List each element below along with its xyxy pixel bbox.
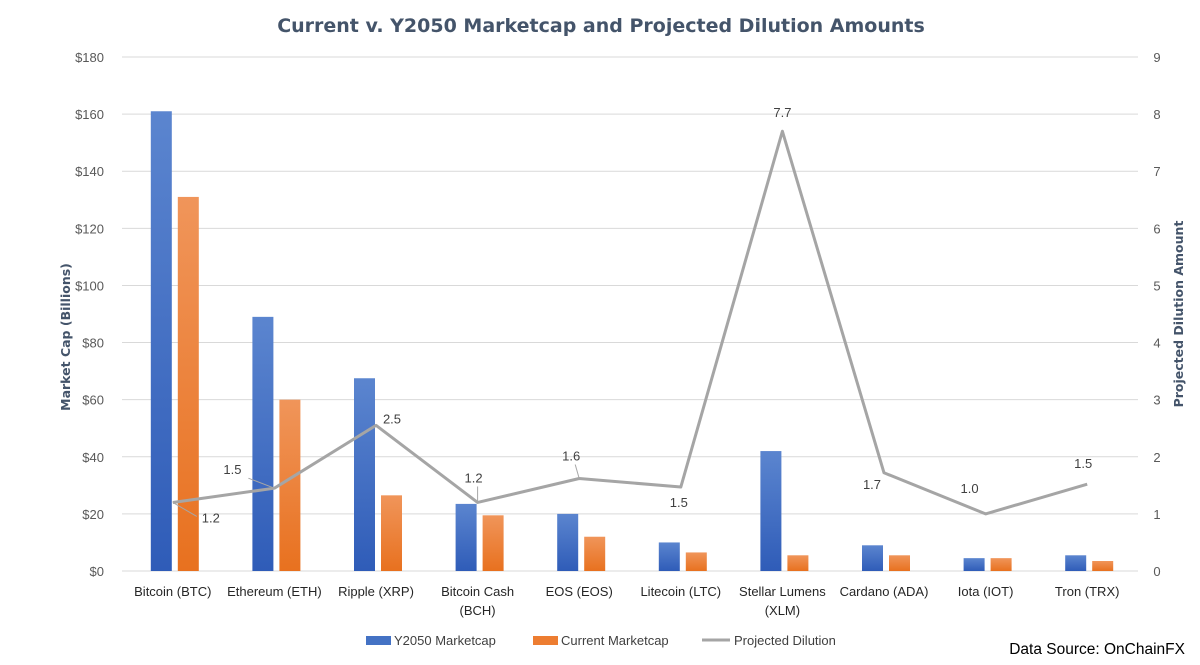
- data-label-leader: [574, 464, 580, 479]
- bar-current: [482, 515, 504, 571]
- legend: Y2050 Marketcap Current Marketcap Projec…: [366, 633, 836, 648]
- bar-y2050: [455, 503, 477, 571]
- category-label: (BCH): [460, 603, 496, 618]
- bar-y2050: [760, 451, 782, 571]
- legend-label-current: Current Marketcap: [561, 633, 669, 648]
- y2-tick-label: 6: [1153, 221, 1160, 236]
- bar-y2050: [862, 545, 883, 571]
- category-label: Bitcoin (BTC): [134, 584, 211, 599]
- bar-current: [889, 555, 910, 571]
- category-label: Ripple (XRP): [338, 584, 414, 599]
- bar-current: [279, 399, 301, 571]
- dilution-data-label: 1.5: [670, 495, 688, 510]
- category-label: Cardano (ADA): [840, 584, 929, 599]
- y2-tick-label: 1: [1153, 507, 1160, 522]
- dilution-data-label: 1.5: [223, 462, 241, 477]
- legend-swatch-current: [533, 636, 558, 645]
- legend-label-dilution: Projected Dilution: [734, 633, 836, 648]
- y-tick-label: $120: [75, 221, 104, 236]
- dilution-data-label: 2.5: [383, 411, 401, 426]
- dilution-line: [172, 129, 1088, 516]
- y-tick-label: $60: [82, 393, 104, 408]
- bar-current: [177, 196, 199, 571]
- category-label: Ethereum (ETH): [227, 584, 322, 599]
- category-label: Iota (IOT): [958, 584, 1014, 599]
- y2-tick-label: 7: [1153, 164, 1160, 179]
- y2-tick-label: 0: [1153, 564, 1160, 579]
- dilution-data-label: 1.6: [562, 448, 580, 463]
- y2-tick-label: 9: [1153, 50, 1160, 65]
- y2-tick-label: 2: [1153, 450, 1160, 465]
- gridlines: [122, 56, 1138, 572]
- y2-tick-label: 3: [1153, 393, 1160, 408]
- bar-current: [685, 552, 707, 571]
- y-tick-label: $180: [75, 50, 104, 65]
- y2-axis-title: Projected Dilution Amount: [1171, 221, 1186, 408]
- y-tick-label: $140: [75, 164, 104, 179]
- dilution-data-label: 1.2: [465, 470, 483, 485]
- bar-marks: [150, 111, 1114, 571]
- bar-y2050: [252, 316, 274, 571]
- bar-y2050: [557, 513, 579, 571]
- y-tick-label: $160: [75, 107, 104, 122]
- y-tick-label: $20: [82, 507, 104, 522]
- y2-tick-label: 4: [1153, 336, 1160, 351]
- bar-current: [990, 558, 1012, 571]
- y-tick-label: $80: [82, 336, 104, 351]
- dilution-data-label: 1.5: [1074, 456, 1092, 471]
- dilution-data-label: 1.7: [863, 477, 881, 492]
- data-label-leader: [248, 477, 275, 489]
- x-axis-categories: Bitcoin (BTC) Ethereum (ETH) Ripple (XRP) B…: [134, 584, 1119, 618]
- category-label: Litecoin (LTC): [640, 584, 721, 599]
- category-label: Tron (TRX): [1055, 584, 1120, 599]
- dilution-data-label: 1.0: [961, 481, 979, 496]
- bar-current: [787, 555, 809, 571]
- data-label-leader: [172, 502, 198, 517]
- bar-y2050: [658, 542, 680, 571]
- dilution-line-series: [172, 129, 1088, 516]
- y-axis-title: Market Cap (Billions): [58, 263, 73, 411]
- category-label: (XLM): [765, 603, 800, 618]
- bar-current: [381, 495, 402, 571]
- legend-swatch-y2050: [366, 636, 391, 645]
- dilution-data-label: 1.2: [202, 510, 220, 525]
- category-label: Stellar Lumens: [739, 584, 826, 599]
- bar-current: [1092, 561, 1114, 571]
- y-axis-ticks: $0 $20 $40 $60 $80 $100 $120 $140 $160 $180: [75, 50, 104, 579]
- dilution-data-labels: 1.2 1.5 2.5 1.2 1.6 1.5 7.7 1.7 1.0 1.5: [172, 105, 1092, 525]
- bar-y2050: [1065, 555, 1087, 571]
- bar-current: [584, 536, 606, 571]
- dilution-data-label: 7.7: [773, 105, 791, 120]
- y2-tick-label: 5: [1153, 278, 1160, 293]
- data-source: Data Source: OnChainFX: [1009, 641, 1185, 658]
- y2-tick-label: 8: [1153, 107, 1160, 122]
- bar-y2050: [150, 111, 172, 571]
- y-tick-label: $100: [75, 278, 104, 293]
- bar-y2050: [354, 378, 375, 571]
- y2-axis-ticks: 0 1 2 3 4 5 6 7 8 9: [1153, 50, 1160, 579]
- legend-label-y2050: Y2050 Marketcap: [394, 633, 496, 648]
- bar-y2050: [963, 558, 985, 571]
- chart-title: Current v. Y2050 Marketcap and Projected…: [277, 15, 925, 37]
- category-label: Bitcoin Cash: [441, 584, 514, 599]
- category-label: EOS (EOS): [546, 584, 613, 599]
- y-tick-label: $0: [90, 564, 104, 579]
- y-tick-label: $40: [82, 450, 104, 465]
